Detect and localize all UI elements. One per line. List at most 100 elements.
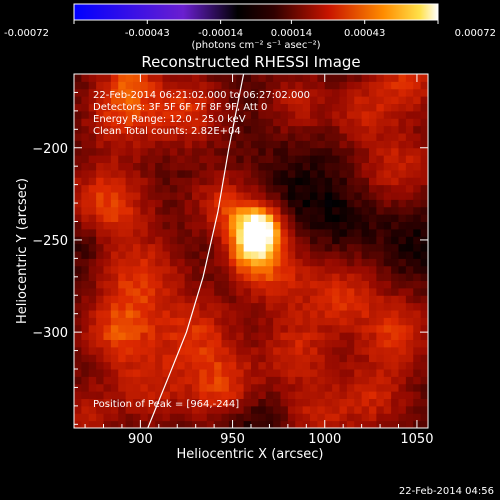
heatmap-cell <box>251 88 259 97</box>
heatmap-cell <box>376 287 385 296</box>
heatmap-cell <box>228 265 237 274</box>
heatmap-cell <box>354 310 363 318</box>
heatmap-cell <box>192 413 200 422</box>
heatmap-cell <box>81 214 90 223</box>
heatmap-cell <box>125 147 134 156</box>
heatmap-cell <box>383 140 392 149</box>
heatmap-cell <box>339 258 348 267</box>
heatmap-cell <box>133 405 141 414</box>
heatmap-cell <box>81 140 90 149</box>
heatmap-cell <box>405 258 414 267</box>
heatmap-cell <box>199 81 208 90</box>
heatmap-cell <box>214 258 223 267</box>
heatmap-cell <box>339 177 348 186</box>
heatmap-cell <box>413 258 422 267</box>
heatmap-cell <box>133 310 141 318</box>
heatmap-cell <box>287 280 296 289</box>
heatmap-cell <box>324 295 333 304</box>
heatmap-cell <box>243 258 252 267</box>
heatmap-cell <box>339 169 348 178</box>
heatmap-cell <box>192 280 200 289</box>
heatmap-cell <box>103 317 112 326</box>
heatmap-cell <box>265 81 274 90</box>
heatmap-cell <box>383 184 392 193</box>
heatmap-cell <box>310 221 318 230</box>
y-tick-label: −200 <box>32 142 68 157</box>
heatmap-cell <box>391 405 400 414</box>
heatmap-cell <box>243 88 252 97</box>
heatmap-cell <box>398 169 407 178</box>
heatmap-cell <box>81 354 90 363</box>
heatmap-cell <box>133 413 141 422</box>
heatmap-cell <box>251 81 259 90</box>
heatmap-cell <box>206 317 215 326</box>
heatmap-cell <box>214 332 223 341</box>
heatmap-cell <box>346 81 355 90</box>
heatmap-cell <box>243 110 252 119</box>
heatmap-cell <box>118 317 127 326</box>
heatmap-cell <box>302 369 311 377</box>
heatmap-cell <box>74 302 82 311</box>
heatmap-cell <box>228 147 237 156</box>
heatmap-cell <box>81 81 90 90</box>
heatmap-cell <box>405 81 414 90</box>
heatmap-cell <box>354 258 363 267</box>
heatmap-cell <box>177 295 186 304</box>
heatmap-cell <box>332 413 341 422</box>
heatmap-cell <box>324 125 333 134</box>
heatmap-cell <box>110 155 119 164</box>
heatmap-cell <box>251 140 259 149</box>
heatmap-cell <box>339 405 348 414</box>
heatmap-cell <box>391 354 400 363</box>
heatmap-cell <box>346 228 355 237</box>
heatmap-cell <box>354 96 363 105</box>
heatmap-cell <box>162 376 171 385</box>
heatmap-cell <box>413 361 422 370</box>
heatmap-cell <box>413 96 422 105</box>
heatmap-cell <box>177 236 186 245</box>
heatmap-cell <box>295 310 304 318</box>
heatmap-cell <box>383 169 392 178</box>
heatmap-cell <box>110 221 119 230</box>
heatmap-cell <box>317 287 326 296</box>
heatmap-cell <box>140 243 149 252</box>
heatmap-cell <box>236 155 245 164</box>
heatmap-cell <box>110 133 119 141</box>
heatmap-cell <box>184 324 193 333</box>
heatmap-cell <box>81 228 90 237</box>
heatmap-cell <box>74 287 82 296</box>
heatmap-cell <box>155 361 164 370</box>
heatmap-cell <box>162 405 171 414</box>
heatmap-cell <box>405 376 414 385</box>
heatmap-cell <box>354 118 363 127</box>
heatmap-cell <box>383 361 392 370</box>
heatmap-cell <box>398 258 407 267</box>
heatmap-cell <box>354 184 363 193</box>
heatmap-cell <box>287 413 296 422</box>
heatmap-cell <box>88 354 97 363</box>
heatmap-cell <box>88 295 97 304</box>
heatmap-cell <box>413 88 422 97</box>
heatmap-cell <box>251 214 259 223</box>
heatmap-cell <box>310 251 318 259</box>
heatmap-cell <box>236 324 245 333</box>
heatmap-cell <box>339 192 348 200</box>
heatmap-cell <box>398 405 407 414</box>
heatmap-cell <box>258 354 267 363</box>
heatmap-cell <box>287 383 296 392</box>
heatmap-cell <box>302 147 311 156</box>
heatmap-cell <box>339 398 348 407</box>
heatmap-cell <box>383 295 392 304</box>
heatmap-cell <box>214 280 223 289</box>
heatmap-cell <box>346 383 355 392</box>
heatmap-cell <box>383 265 392 274</box>
heatmap-cell <box>324 199 333 208</box>
heatmap-cell <box>310 74 318 82</box>
heatmap-cell <box>295 155 304 164</box>
heatmap-cell <box>228 169 237 178</box>
heatmap-cell <box>287 140 296 149</box>
heatmap-cell <box>258 162 267 171</box>
heatmap-cell <box>228 413 237 422</box>
heatmap-cell <box>280 420 289 428</box>
heatmap-cell <box>420 280 428 289</box>
